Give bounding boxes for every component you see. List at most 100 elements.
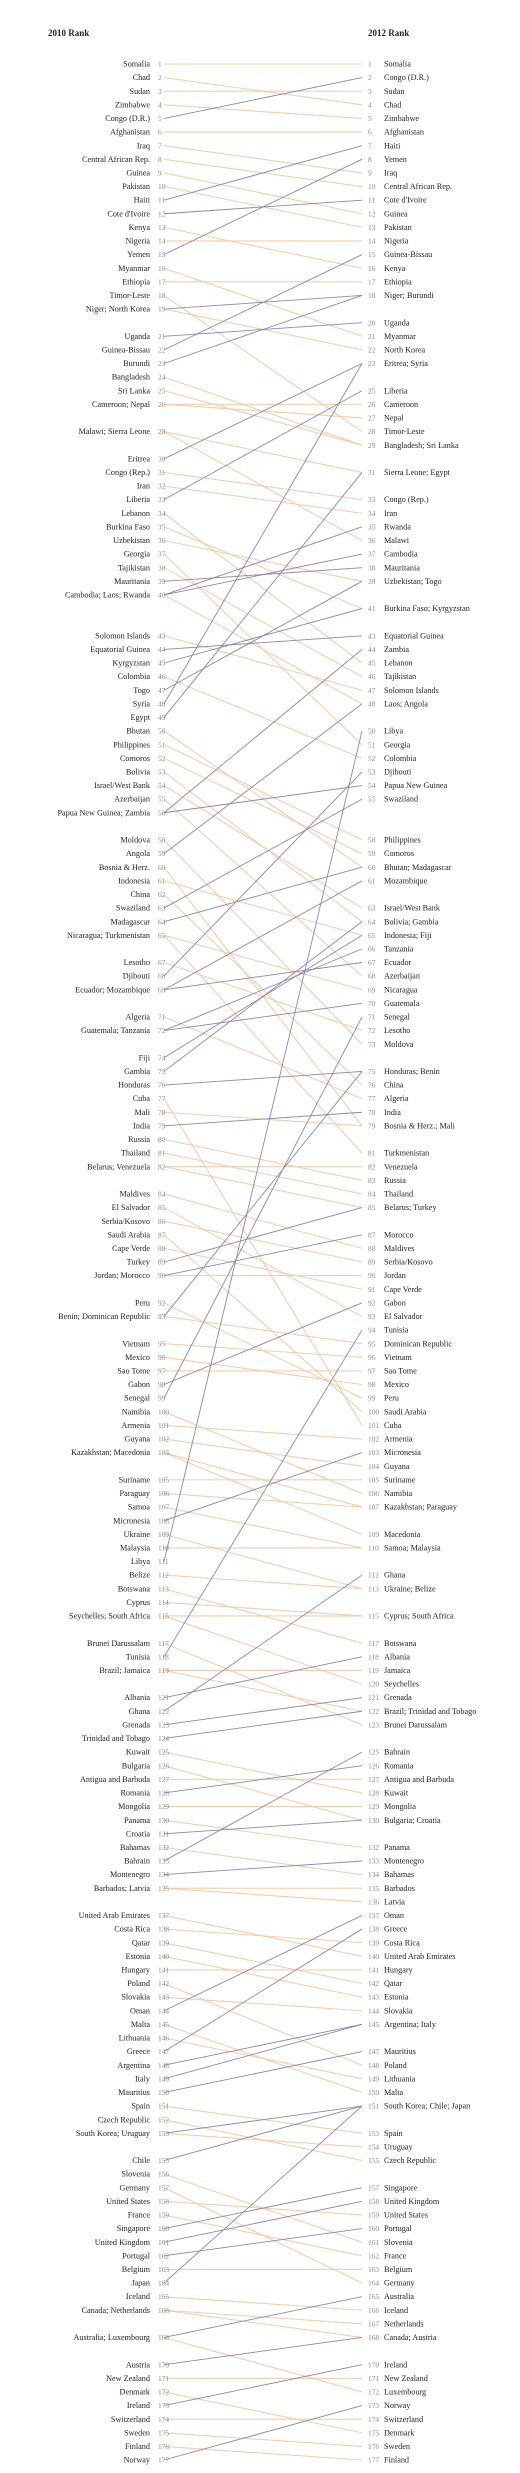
left-country-121: Albania (124, 1693, 150, 1702)
right-country-66: Tanzania (384, 944, 414, 953)
right-rank-136: 136 (368, 1897, 379, 1906)
left-country-96: Mexico (125, 1353, 150, 1362)
slope-line-vietnam (163, 1343, 363, 1358)
right-rank-165: 165 (368, 2292, 379, 2301)
right-rank-167: 167 (368, 2319, 379, 2328)
right-country-110: Samoa; Malaysia (384, 1543, 441, 1552)
left-country-28: Malawi; Sierra Leone (79, 427, 151, 436)
left-rank-174: 174 (158, 2415, 169, 2424)
right-rank-61: 61 (368, 876, 376, 885)
left-rank-54: 54 (158, 781, 166, 790)
right-country-78: India (384, 1108, 401, 1117)
left-rank-22: 22 (158, 345, 166, 354)
left-rank-6: 6 (158, 128, 162, 137)
right-rank-39: 39 (368, 577, 376, 586)
right-country-69: Nicaragua (384, 985, 418, 994)
left-country-4: Zimbabwe (115, 100, 150, 109)
slope-line-finland (163, 2445, 363, 2461)
right-country-26: Cameroon (384, 400, 418, 409)
right-country-8: Yemen (384, 155, 407, 164)
slope-line-zimbabwe (163, 104, 363, 119)
slope-line-latvia (163, 1887, 363, 1903)
right-country-96: Vietnam (384, 1353, 412, 1362)
left-country-48: Syria (133, 699, 151, 708)
right-country-164: Germany (384, 2279, 415, 2288)
left-country-124: Trinidad and Tobago (82, 1734, 150, 1743)
right-rank-10: 10 (368, 182, 376, 191)
right-rank-35: 35 (368, 522, 376, 531)
left-country-101: Armenia (121, 1421, 150, 1430)
right-country-113: Ukraine; Belize (384, 1584, 436, 1593)
left-country-71: Algeria (125, 1013, 150, 1022)
left-rank-171: 171 (158, 2374, 169, 2383)
right-rank-54: 54 (368, 781, 376, 790)
right-rank-110: 110 (368, 1543, 379, 1552)
right-rank-164: 164 (368, 2279, 379, 2288)
left-country-88: Cape Verde (112, 1244, 150, 1253)
right-rank-99: 99 (368, 1394, 376, 1403)
slope-line-grenada (163, 1697, 363, 1726)
right-rank-157: 157 (368, 2183, 379, 2192)
left-rank-48: 48 (158, 699, 166, 708)
right-country-10: Central African Rep. (384, 182, 452, 191)
right-rank-141: 141 (368, 1966, 379, 1975)
left-rank-18: 18 (158, 291, 166, 300)
left-rank-122: 122 (158, 1707, 169, 1716)
left-country-84: Maldives (120, 1190, 150, 1199)
left-rank-37: 37 (158, 550, 166, 559)
left-rank-46: 46 (158, 672, 166, 681)
slope-line-kuwait (163, 1751, 363, 1794)
right-country-34: Iran (384, 509, 397, 518)
right-country-35: Rwanda (384, 522, 411, 531)
right-rank-33: 33 (368, 495, 376, 504)
slope-line-south-korea (163, 2105, 363, 2134)
left-country-46: Colombia (118, 672, 151, 681)
left-rank-86: 86 (158, 1217, 166, 1226)
right-country-13: Pakistan (384, 223, 412, 232)
right-rank-28: 28 (368, 427, 376, 436)
left-rank-69: 69 (158, 985, 166, 994)
left-country-45: Kyrgyzstan (112, 659, 150, 668)
right-country-118: Albania (384, 1652, 410, 1661)
left-country-65: Nicaragua; Turkmenistan (67, 931, 150, 940)
right-country-67: Ecuador (384, 958, 412, 967)
right-rank-142: 142 (368, 1979, 379, 1988)
left-country-23: Burundi (123, 359, 151, 368)
right-rank-128: 128 (368, 1789, 379, 1798)
slope-line-tunisia (163, 1329, 363, 1658)
left-country-76: Honduras (118, 1081, 150, 1090)
slope-line-belize (163, 1574, 363, 1590)
right-rank-90: 90 (368, 1271, 376, 1280)
left-rank-30: 30 (158, 454, 166, 463)
right-country-125: Bahrain (384, 1748, 410, 1757)
right-country-134: Bahamas (384, 1870, 414, 1879)
slope-line-lebanon (163, 512, 363, 664)
right-country-129: Mongolia (384, 1802, 416, 1811)
right-rank-68: 68 (368, 972, 376, 981)
left-country-102: Guyana (125, 1435, 151, 1444)
left-country-39: Mauritania (114, 577, 150, 586)
slope-line-mauritius (163, 2051, 363, 2093)
right-rank-8: 8 (368, 155, 372, 164)
right-country-123: Brunei Darussalam (384, 1720, 448, 1729)
right-rank-145: 145 (368, 2020, 379, 2029)
right-rank-104: 104 (368, 1462, 379, 1471)
right-country-60: Bhutan; Madagascar (384, 863, 452, 872)
left-country-165: Iceland (126, 2292, 150, 2301)
right-country-1: Somalia (384, 60, 411, 69)
right-rank-170: 170 (368, 2360, 379, 2369)
slope-line-austria (163, 2337, 363, 2366)
left-rank-24: 24 (158, 373, 166, 382)
left-rank-10: 10 (158, 182, 166, 191)
left-country-148: Argentina (117, 2061, 150, 2070)
right-rank-51: 51 (368, 740, 376, 749)
right-rank-23: 23 (368, 359, 376, 368)
right-rank-76: 76 (368, 1081, 376, 1090)
left-rank-110: 110 (158, 1543, 169, 1552)
right-rank-77: 77 (368, 1094, 376, 1103)
slope-line-united-kingdom (163, 2200, 363, 2243)
left-country-82: Belarus; Venezuela (87, 1162, 150, 1171)
left-rank-165: 165 (158, 2292, 169, 2301)
right-rank-15: 15 (368, 250, 376, 259)
right-rank-168: 168 (368, 2333, 379, 2342)
